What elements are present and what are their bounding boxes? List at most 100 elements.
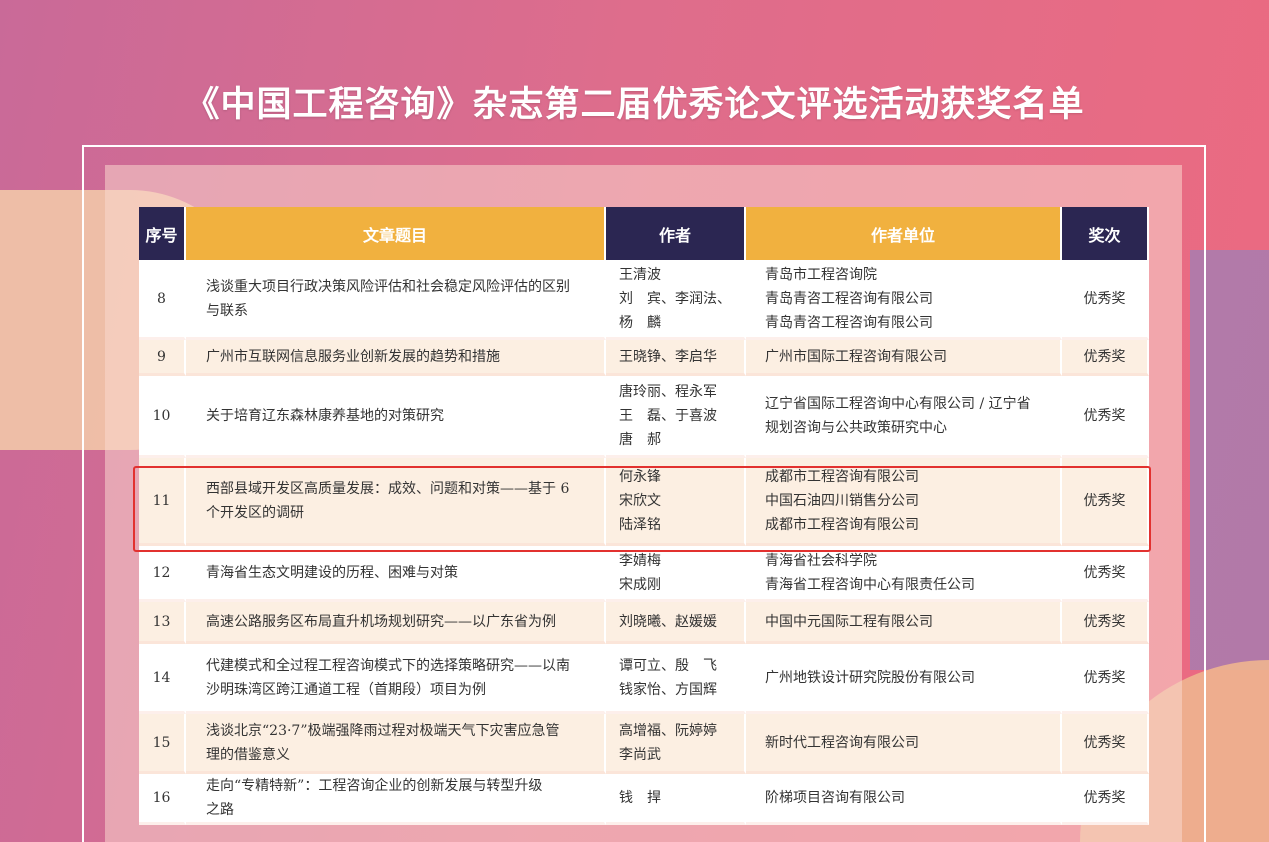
author-units-line: 规划咨询与公共政策研究中心: [765, 419, 947, 436]
authors: 王清波刘 宾、李润法、杨 麟: [606, 260, 746, 340]
author-units: 青海省社会科学院青海省工程咨询中心有限责任公司: [746, 546, 1062, 602]
authors-line: 陆泽铭: [619, 516, 661, 533]
table-row: 10 关于培育辽东森林康养基地的对策研究 唐玲丽、程永军王 磊、于喜波唐 郝辽宁省国…: [139, 376, 1149, 458]
authors-line: 杨 麟: [619, 314, 661, 331]
article-title-line: 青海省生态文明建设的历程、困难与对策: [206, 564, 458, 581]
author-units-line: 新时代工程咨询有限公司: [765, 734, 919, 751]
authors: 何永锋 宋欣文 陆泽铭: [606, 458, 746, 546]
table-row: 16 走向“专精特新”：工程咨询企业的创新发展与转型升级 之路 钱 捍 阶梯项目咨询有限…: [139, 774, 1149, 825]
row-number: 9: [139, 340, 186, 376]
table-row: 13 高速公路服务区布局直升机场规划研究——以广东省为例 刘晓曦、赵媛媛 中国中元国际…: [139, 602, 1149, 644]
authors-line: 唐玲丽、程永军: [619, 383, 717, 400]
authors: 刘晓曦、赵媛媛: [606, 602, 746, 644]
authors: 唐玲丽、程永军王 磊、于喜波唐 郝: [606, 376, 746, 458]
authors-line: 何永锋: [619, 468, 661, 485]
authors: 王晓铮、李启华: [606, 340, 746, 376]
author-units: 新时代工程咨询有限公司: [746, 714, 1062, 774]
table-header: 序号 文章题目 作者 作者单位 奖次: [139, 207, 1149, 260]
author-units-line: 阶梯项目咨询有限公司: [765, 790, 905, 806]
authors-line: 宋成刚: [619, 576, 661, 593]
article-title: 高速公路服务区布局直升机场规划研究——以广东省为例: [186, 602, 606, 644]
article-title-line: 理的借鉴意义: [206, 746, 290, 763]
white-frame: [82, 145, 1206, 842]
author-units-line: 中国中元国际工程有限公司: [765, 613, 933, 630]
award: 优秀奖: [1062, 644, 1149, 714]
author-units-line: 广州地铁设计研究院股份有限公司: [765, 669, 975, 686]
table-row: 14 代建模式和全过程工程咨询模式下的选择策略研究——以南 沙明珠湾区跨江通道工程（…: [139, 644, 1149, 714]
author-units-line: 青海省社会科学院: [765, 552, 877, 569]
authors-line: 谭可立、殷 飞: [619, 657, 717, 674]
award: 优秀奖: [1062, 774, 1149, 825]
article-title-line: 沙明珠湾区跨江通道工程（首期段）项目为例: [206, 681, 486, 698]
row-number: 12: [139, 546, 186, 602]
article-title-line: 代建模式和全过程工程咨询模式下的选择策略研究——以南: [206, 657, 570, 674]
authors-line: 高增福、阮婷婷: [619, 722, 717, 739]
authors-line: 刘晓曦、赵媛媛: [619, 613, 717, 630]
author-units-line: 青岛青咨工程咨询有限公司: [765, 314, 933, 331]
award: 优秀奖: [1062, 458, 1149, 546]
author-units: 辽宁省国际工程咨询中心有限公司 / 辽宁省 规划咨询与公共政策研究中心: [746, 376, 1062, 458]
author-units: 广州地铁设计研究院股份有限公司: [746, 644, 1062, 714]
authors-line: 刘 宾、李润法、: [619, 290, 731, 307]
row-number: 15: [139, 714, 186, 774]
authors-line: 李尚武: [619, 746, 661, 763]
article-title-line: 个开发区的调研: [206, 504, 304, 521]
header-units: 作者单位: [746, 207, 1062, 260]
table-row: 12 青海省生态文明建设的历程、困难与对策 李婧梅 宋成刚 青海省社会科学院 青海省工程咨…: [139, 546, 1149, 602]
authors-line: 王晓铮、李启华: [619, 348, 717, 365]
authors-line: 唐 郝: [619, 431, 661, 448]
award: 优秀奖: [1062, 602, 1149, 644]
article-title-line: 关于培育辽东森林康养基地的对策研究: [206, 407, 444, 424]
article-title-line: 走向“专精特新”：工程咨询企业的创新发展与转型升级: [206, 778, 543, 794]
table-row: 9 广州市互联网信息服务业创新发展的趋势和措施 王晓铮、李启华 广州市国际工程咨询有限…: [139, 340, 1149, 376]
article-title-line: 浅谈北京“23·7”极端强降雨过程对极端天气下灾害应急管: [206, 722, 560, 739]
author-units-line: 成都市工程咨询有限公司: [765, 516, 919, 533]
table-row: 15 浅谈北京“23·7”极端强降雨过程对极端天气下灾害应急管 理的借鉴意义 高增福、…: [139, 714, 1149, 774]
page-title: 《中国工程咨询》杂志第二届优秀论文评选活动获奖名单: [184, 84, 1085, 125]
row-number: 16: [139, 774, 186, 825]
authors: 钱 捍: [606, 774, 746, 825]
authors: 高增福、阮婷婷 李尚武: [606, 714, 746, 774]
table-row: 8 浅谈重大项目行政决策风险评估和社会稳定风险评估的区别 与联系 王清波刘 宾、李润法…: [139, 260, 1149, 340]
author-units: 成都市工程咨询有限公司 中国石油四川销售分公司 成都市工程咨询有限公司: [746, 458, 1062, 546]
author-units-line: 青岛青咨工程咨询有限公司: [765, 290, 933, 307]
author-units-line: 青岛市工程咨询院: [765, 266, 877, 283]
author-units-line: 青海省工程咨询中心有限责任公司: [765, 576, 975, 593]
authors-line: 王 磊、于喜波: [619, 407, 717, 424]
award: 优秀奖: [1062, 340, 1149, 376]
header-title: 文章题目: [186, 207, 606, 260]
author-units: 阶梯项目咨询有限公司: [746, 774, 1062, 825]
author-units: 中国中元国际工程有限公司: [746, 602, 1062, 644]
article-title: 浅谈重大项目行政决策风险评估和社会稳定风险评估的区别 与联系: [186, 260, 606, 340]
authors-line: 宋欣文: [619, 492, 661, 509]
award: 优秀奖: [1062, 714, 1149, 774]
author-units: 广州市国际工程咨询有限公司: [746, 340, 1062, 376]
article-title-line: 之路: [206, 802, 234, 818]
article-title-line: 与联系: [206, 302, 248, 319]
row-number: 13: [139, 602, 186, 644]
authors-line: 钱 捍: [619, 790, 661, 806]
author-units-line: 成都市工程咨询有限公司: [765, 468, 919, 485]
article-title: 广州市互联网信息服务业创新发展的趋势和措施: [186, 340, 606, 376]
row-number: 8: [139, 260, 186, 340]
article-title-line: 高速公路服务区布局直升机场规划研究——以广东省为例: [206, 613, 556, 630]
row-number: 14: [139, 644, 186, 714]
authors-line: 钱家怡、方国辉: [619, 681, 717, 698]
award: 优秀奖: [1062, 376, 1149, 458]
table-row: 11 西部县域开发区高质量发展：成效、问题和对策——基于 6 个开发区的调研 何永锋宋…: [139, 458, 1149, 546]
header-no: 序号: [139, 207, 186, 260]
authors: 李婧梅 宋成刚: [606, 546, 746, 602]
article-title-line: 浅谈重大项目行政决策风险评估和社会稳定风险评估的区别: [206, 278, 570, 295]
decorative-blob: [1190, 250, 1269, 670]
article-title: 浅谈北京“23·7”极端强降雨过程对极端天气下灾害应急管 理的借鉴意义: [186, 714, 606, 774]
authors-line: 王清波: [619, 266, 661, 283]
article-title: 关于培育辽东森林康养基地的对策研究: [186, 376, 606, 458]
article-title-line: 广州市互联网信息服务业创新发展的趋势和措施: [206, 348, 500, 365]
article-title: 代建模式和全过程工程咨询模式下的选择策略研究——以南 沙明珠湾区跨江通道工程（首期…: [186, 644, 606, 714]
authors: 谭可立、殷 飞钱家怡、方国辉: [606, 644, 746, 714]
author-units-line: 中国石油四川销售分公司: [765, 492, 919, 509]
header-authors: 作者: [606, 207, 746, 260]
author-units-line: 广州市国际工程咨询有限公司: [765, 348, 947, 365]
row-number: 10: [139, 376, 186, 458]
award: 优秀奖: [1062, 546, 1149, 602]
